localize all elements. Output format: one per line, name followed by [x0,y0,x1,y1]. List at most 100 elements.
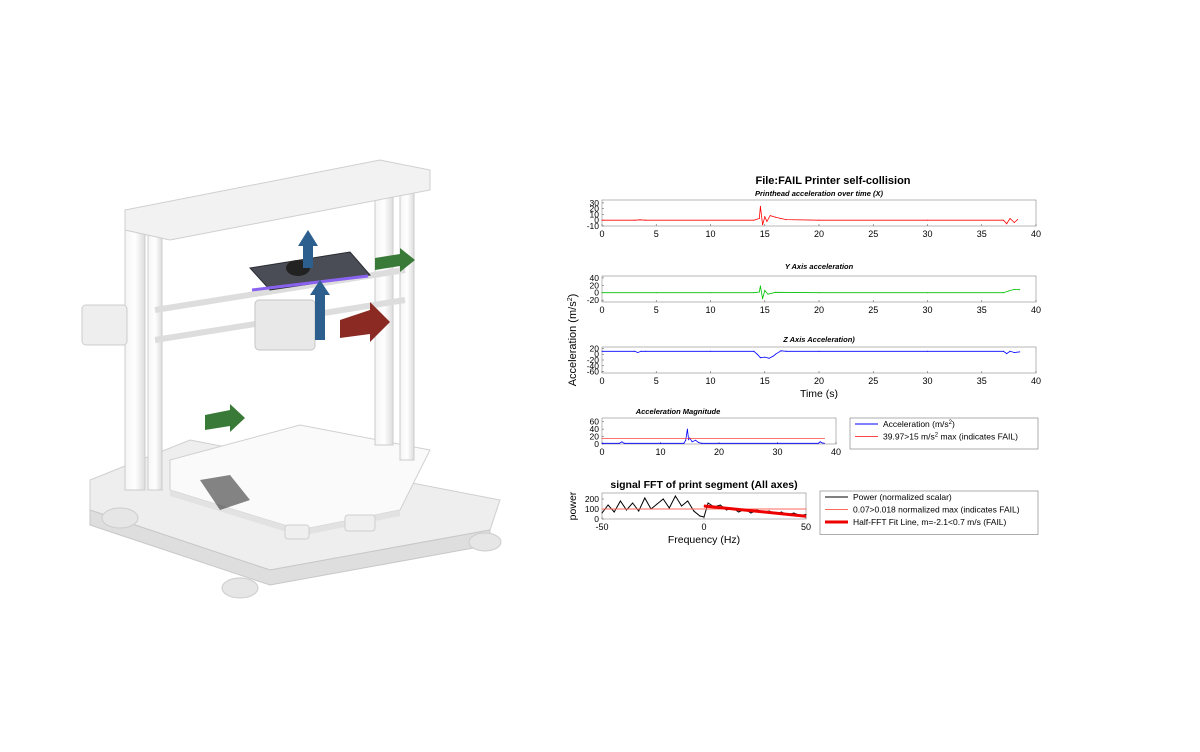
legend-entry: Power (normalized scalar) [853,492,952,502]
x-tick-label: 35 [977,376,987,386]
y-tick-label: 0 [594,215,599,225]
chart-title: signal FFT of print segment (All axes) [610,479,797,491]
y-tick-label: -10 [587,221,600,231]
data-point [686,428,688,430]
data-point [1017,219,1019,221]
figure-svg: File:FAIL Printer self-collision Acceler… [567,175,1041,546]
data-point [626,509,627,511]
data-point [710,350,711,352]
legend-entry: Half-FFT Fit Line, m=-2.1<0.7 m/s (FAIL) [853,517,1007,527]
data-point [1003,350,1004,352]
figure-title: File:FAIL Printer self-collision [755,175,910,187]
diagnostic-figure: File:FAIL Printer self-collision Acceler… [560,168,1120,558]
data-point [637,352,639,353]
data-point [644,219,646,221]
data-point [601,292,603,294]
data-point [775,291,777,293]
data-point [818,350,820,352]
data-point [644,350,646,352]
data-point [601,350,603,352]
x-tick-label: 50 [801,522,811,532]
x-tick-label: -50 [595,522,608,532]
data-point [1019,351,1021,353]
data-point [762,224,764,226]
x-tick-label: 10 [655,447,665,457]
data-point [1003,219,1004,221]
x-tick-label: 5 [654,376,659,386]
data-point [707,502,709,504]
data-point [805,508,807,510]
x-tick-label: 40 [831,447,841,457]
x-tick-label: 35 [977,305,987,315]
data-point [634,219,635,221]
data-point [927,350,928,352]
x-tick-label: 5 [654,229,659,239]
x-tick-label: 15 [760,229,770,239]
y-tick-label: -40 [587,361,600,371]
x-tick-label: 30 [922,229,932,239]
data-point [738,511,740,513]
data-point [775,216,777,218]
x-tick-label: 25 [868,229,878,239]
shared-ylabel: Acceleration (m/s2) [567,294,579,387]
data-point [793,512,795,514]
chart-1: Printhead acceleration over time (X) 0 5 10… [587,189,1041,239]
data-point [601,437,603,439]
data-point [681,505,683,507]
y-tick-label: -20 [587,355,600,365]
data-point [695,439,697,441]
chart-5: signal FFT of print segment (All axes) -5… [567,479,1039,546]
series-line-1 [602,350,1020,359]
data-point [769,215,771,217]
data-point [1013,222,1015,223]
x-tick-label: 30 [772,447,782,457]
legend-box [819,490,1039,535]
data-point [623,442,625,444]
data-point [1009,350,1011,352]
data-point [823,442,825,444]
data-point [634,350,635,352]
data-point [601,442,603,444]
y-tick-label: 0 [594,288,599,298]
x-tick-label: 15 [760,305,770,315]
y-tick-label: 30 [590,198,600,208]
x-tick-label: 0 [599,447,604,457]
x-tick-label: 0 [599,305,604,315]
x-tick-label: 20 [814,376,824,386]
x-tick-label: 30 [922,305,932,315]
data-point [699,515,701,517]
data-point [1006,353,1008,355]
data-point [767,293,769,295]
data-point [619,500,621,502]
data-point [764,290,766,291]
data-point [759,357,761,359]
data-point [764,216,766,218]
legend-entry: 0.07>0.018 normalized max (indicates FAI… [853,505,1020,515]
y-axis-label: power [567,491,579,520]
data-point [927,219,928,221]
plot-area [601,275,1037,303]
x-tick-label: 35 [977,229,987,239]
plot-area [601,199,1037,227]
data-point [927,292,928,294]
y-tick-label: 10 [590,209,600,219]
data-point [768,357,770,359]
data-point [700,442,702,444]
x-axis-label: Time (s) [800,388,838,400]
y-tick-label: 0 [594,349,599,359]
data-point [750,512,752,514]
data-point [601,512,603,514]
data-point [632,502,634,504]
legend-entry: 39.97>15 m/s2 max (indicates FAIL) [883,432,1018,442]
data-point [753,350,755,352]
data-point [644,497,646,499]
data-point [780,218,782,219]
chart-3: Z Axis Acceleration)0 5 10 15 20 25 30 35 40200-… [587,335,1041,400]
x-tick-label: 10 [705,229,715,239]
data-point [821,442,823,444]
data-point [621,441,623,443]
data-point [1013,288,1015,290]
data-point [762,298,764,300]
